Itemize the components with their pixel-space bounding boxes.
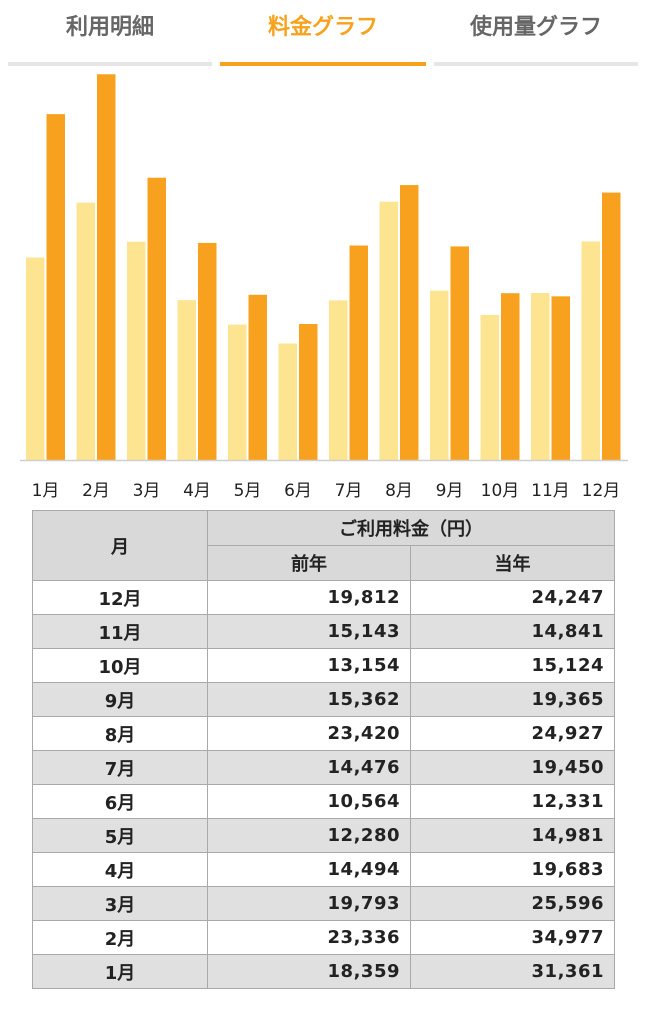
current-year-cell: 12,331 bbox=[410, 784, 615, 819]
previous-year-bar-9 bbox=[430, 290, 449, 460]
month-cell: 5月 bbox=[32, 818, 208, 853]
previous-year-cell: 13,154 bbox=[207, 648, 411, 683]
x-tick-label: 2月 bbox=[82, 481, 110, 501]
previous-year-cell: 15,143 bbox=[207, 614, 411, 649]
current-year-cell: 31,361 bbox=[410, 954, 615, 989]
fee-bar-chart: 1月 2月 3月 4月 5月 6月 7月 8月 9月 10月 11月 12月 bbox=[20, 74, 628, 501]
current-year-bar-5 bbox=[248, 294, 267, 460]
previous-year-cell: 10,564 bbox=[207, 784, 411, 819]
previous-year-bar-2 bbox=[76, 202, 95, 460]
current-year-cell: 24,927 bbox=[410, 716, 615, 751]
previous-year-cell: 14,494 bbox=[207, 852, 411, 887]
previous-year-bar-3 bbox=[127, 241, 146, 460]
month-cell: 10月 bbox=[32, 648, 208, 683]
x-tick-label: 6月 bbox=[284, 481, 312, 501]
previous-year-cell: 18,359 bbox=[207, 954, 411, 989]
current-year-bar-12 bbox=[602, 192, 621, 461]
month-cell: 1月 bbox=[32, 954, 208, 989]
current-year-bar-7 bbox=[349, 245, 368, 460]
previous-year-bar-7 bbox=[329, 300, 348, 460]
current-year-header: 当年 bbox=[410, 545, 615, 581]
previous-year-bar-1 bbox=[26, 257, 45, 460]
tab-bar: 利用明細 料金グラフ 使用量グラフ bbox=[0, 0, 646, 66]
table-row: 9月 15,362 19,365 bbox=[32, 682, 615, 717]
previous-year-cell: 23,420 bbox=[207, 716, 411, 751]
x-tick-label: 3月 bbox=[133, 481, 161, 501]
month-cell: 6月 bbox=[32, 784, 208, 819]
current-year-bar-2 bbox=[97, 74, 116, 460]
current-year-cell: 14,981 bbox=[410, 818, 615, 853]
table-row: 6月 10,564 12,331 bbox=[32, 784, 615, 819]
current-year-cell: 19,683 bbox=[410, 852, 615, 887]
x-tick-label: 12月 bbox=[582, 481, 621, 501]
previous-year-cell: 12,280 bbox=[207, 818, 411, 853]
previous-year-bar-4 bbox=[177, 300, 196, 460]
current-year-cell: 14,841 bbox=[410, 614, 615, 649]
previous-year-cell: 19,812 bbox=[207, 580, 411, 615]
tab-fee-graph[interactable]: 料金グラフ bbox=[220, 0, 426, 66]
month-cell: 8月 bbox=[32, 716, 208, 751]
x-tick-label: 5月 bbox=[234, 481, 262, 501]
table-row: 1月 18,359 31,361 bbox=[32, 954, 615, 989]
current-year-bar-1 bbox=[46, 114, 65, 461]
table-row: 4月 14,494 19,683 bbox=[32, 852, 615, 887]
previous-year-cell: 15,362 bbox=[207, 682, 411, 717]
previous-year-cell: 23,336 bbox=[207, 920, 411, 955]
x-tick-label: 9月 bbox=[436, 481, 464, 501]
current-year-cell: 34,977 bbox=[410, 920, 615, 955]
table-row: 12月 19,812 24,247 bbox=[32, 580, 615, 615]
current-year-bar-4 bbox=[198, 242, 217, 460]
x-tick-label: 10月 bbox=[481, 481, 520, 501]
table-row: 5月 12,280 14,981 bbox=[32, 818, 615, 853]
table-row: 7月 14,476 19,450 bbox=[32, 750, 615, 785]
current-year-bar-9 bbox=[450, 246, 469, 460]
previous-year-header: 前年 bbox=[207, 545, 411, 581]
month-column-header: 月 bbox=[32, 510, 208, 581]
table-row: 3月 19,793 25,596 bbox=[32, 886, 615, 921]
x-tick-label: 7月 bbox=[335, 481, 363, 501]
current-year-cell: 25,596 bbox=[410, 886, 615, 921]
previous-year-bar-11 bbox=[531, 292, 550, 460]
current-year-cell: 15,124 bbox=[410, 648, 615, 683]
month-cell: 4月 bbox=[32, 852, 208, 887]
x-tick-label: 1月 bbox=[32, 481, 60, 501]
month-cell: 7月 bbox=[32, 750, 208, 785]
x-tick-label: 8月 bbox=[385, 481, 413, 501]
current-year-bar-6 bbox=[299, 324, 318, 460]
tab-usage-graph[interactable]: 使用量グラフ bbox=[434, 0, 638, 66]
month-cell: 12月 bbox=[32, 580, 208, 615]
fee-table: 月 ご利用料金（円） 前年 当年 12月 19,812 24,247 11月 15,14… bbox=[32, 510, 615, 989]
current-year-cell: 19,450 bbox=[410, 750, 615, 785]
month-cell: 3月 bbox=[32, 886, 208, 921]
x-tick-label: 4月 bbox=[183, 481, 211, 501]
x-tick-label: 11月 bbox=[531, 481, 570, 501]
current-year-bar-8 bbox=[400, 185, 419, 460]
current-year-cell: 19,365 bbox=[410, 682, 615, 717]
previous-year-cell: 19,793 bbox=[207, 886, 411, 921]
previous-year-bar-10 bbox=[480, 314, 499, 460]
tab-usage-details[interactable]: 利用明細 bbox=[8, 0, 212, 66]
previous-year-bar-6 bbox=[278, 343, 297, 460]
table-row: 10月 13,154 15,124 bbox=[32, 648, 615, 683]
previous-year-bar-12 bbox=[581, 241, 600, 460]
previous-year-bar-8 bbox=[379, 201, 398, 460]
month-cell: 2月 bbox=[32, 920, 208, 955]
current-year-bar-10 bbox=[501, 293, 520, 460]
fee-column-header: ご利用料金（円） bbox=[207, 510, 615, 546]
previous-year-cell: 14,476 bbox=[207, 750, 411, 785]
month-cell: 11月 bbox=[32, 614, 208, 649]
current-year-bar-11 bbox=[551, 296, 570, 460]
table-row: 2月 23,336 34,977 bbox=[32, 920, 615, 955]
current-year-cell: 24,247 bbox=[410, 580, 615, 615]
previous-year-bar-5 bbox=[228, 324, 247, 460]
table-row: 8月 23,420 24,927 bbox=[32, 716, 615, 751]
month-cell: 9月 bbox=[32, 682, 208, 717]
table-row: 11月 15,143 14,841 bbox=[32, 614, 615, 649]
current-year-bar-3 bbox=[147, 177, 166, 460]
